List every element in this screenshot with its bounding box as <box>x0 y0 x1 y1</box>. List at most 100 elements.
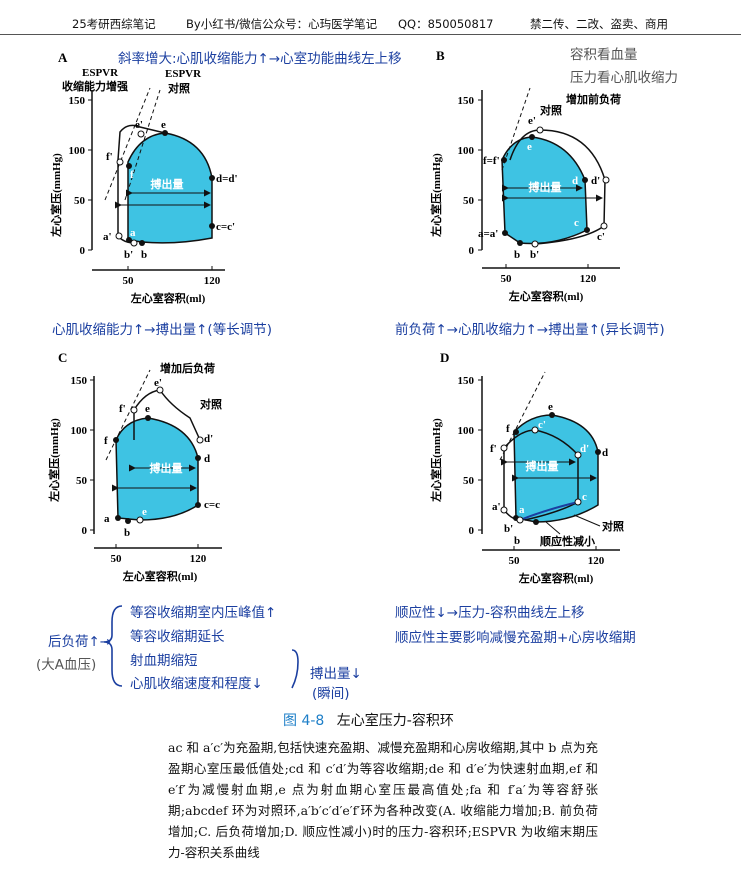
panel-a-ylabel: 左心室压(mmHg) <box>49 153 63 238</box>
panel-c-stroke: 搏出量 <box>150 461 183 475</box>
figure-title: 左心室压力-容积环 <box>336 713 454 729</box>
note-a-summary: 心肌收缩能力↑→搏出量↑(等长调节) <box>52 322 272 338</box>
pt: f' <box>106 151 113 163</box>
note-c-item: 等容收缩期室内压峰值↑ <box>130 605 277 621</box>
ytick: 150 <box>69 95 86 107</box>
panel-c-control: 对照 <box>200 397 222 411</box>
note-b-title-1: 容积看血量 <box>570 47 638 63</box>
panel-d-letter: D <box>440 350 449 365</box>
panel-a-espvr-left-2: 收缩能力增强 <box>62 79 128 93</box>
pt: e' <box>154 377 162 389</box>
panel-d: D 左心室压(mmHg) 150 100 50 0 50 120 左心室容积(m… <box>429 350 624 585</box>
xtick: 120 <box>588 555 605 567</box>
pt: f=f' <box>483 155 500 167</box>
pt: e' <box>528 115 536 127</box>
pt: b' <box>124 249 133 261</box>
header-author: By小红书/微信公众号：心玙医学笔记 <box>186 17 378 31</box>
note-c-item: 射血期缩短 <box>130 653 198 669</box>
pt: f' <box>490 443 497 455</box>
ytick: 100 <box>69 145 86 157</box>
pt: c=c <box>204 499 220 511</box>
xtick: 50 <box>501 273 513 285</box>
note-c-left-1: 后负荷↑→ <box>48 634 112 650</box>
header-book: 25考研西综笔记 <box>72 17 156 31</box>
xtick: 120 <box>580 273 597 285</box>
pt: a=a' <box>478 228 498 240</box>
pt: c <box>582 491 587 503</box>
pt: b <box>514 249 520 261</box>
ytick: 0 <box>82 525 88 537</box>
ytick: 50 <box>74 195 86 207</box>
panel-c: C 增加后负荷 对照 左心室压(mmHg) 150 100 50 0 50 12… <box>47 350 222 583</box>
note-c-item: 等容收缩期延长 <box>130 629 225 645</box>
pt: f <box>104 435 108 447</box>
xtick: 50 <box>111 553 123 565</box>
ytick: 100 <box>71 425 88 437</box>
pt: d <box>572 175 578 187</box>
pt: d' <box>580 443 589 455</box>
panel-b-stroke: 搏出量 <box>529 180 562 194</box>
pt: b <box>514 535 520 547</box>
note-c-left-2: (大A血压) <box>36 657 97 673</box>
note-d-2: 顺应性主要影响减慢充盈期+心房收缩期 <box>395 630 636 646</box>
xtick: 120 <box>204 275 221 287</box>
note-a-title: 斜率增大:心肌收缩能力↑→心室功能曲线左上移 <box>118 51 402 67</box>
pt: e <box>161 119 166 131</box>
panel-b-xlabel: 左心室容积(ml) <box>508 289 584 303</box>
pt: f' <box>119 403 126 415</box>
panel-a-letter: A <box>58 50 68 65</box>
ytick: 50 <box>463 475 475 487</box>
panel-d-ylabel: 左心室压(mmHg) <box>429 418 443 503</box>
xtick: 120 <box>190 553 207 565</box>
pt: b' <box>504 523 513 535</box>
pt: b <box>124 527 130 539</box>
panel-b-letter: B <box>436 48 445 63</box>
panel-b-preload: 增加前负荷 <box>566 92 621 106</box>
pt: e <box>527 141 532 153</box>
panel-c-letter: C <box>58 350 67 365</box>
pt: c=c' <box>216 221 235 233</box>
ytick: 0 <box>469 245 475 257</box>
ytick: 100 <box>458 145 475 157</box>
panel-b-ylabel: 左心室压(mmHg) <box>429 153 443 238</box>
note-brace-right <box>291 649 299 689</box>
page-header: 25考研西综笔记 By小红书/微信公众号：心玙医学笔记 QQ：850050817… <box>0 0 741 35</box>
pt: f <box>506 423 510 435</box>
ytick: 0 <box>80 245 86 257</box>
pt: c' <box>597 231 605 243</box>
figure-caption-title: 图 4-8 左心室压力-容积环 <box>283 710 454 730</box>
pt: e' <box>135 119 143 131</box>
panel-c-afterload: 增加后负荷 <box>160 361 215 375</box>
panel-c-xlabel: 左心室容积(ml) <box>122 569 198 583</box>
figure-number: 图 4-8 <box>283 713 325 729</box>
note-brace <box>103 605 123 687</box>
panel-a-control: 对照 <box>168 81 190 95</box>
pt: a' <box>103 231 112 243</box>
ytick: 50 <box>76 475 88 487</box>
panel-c-ylabel: 左心室压(mmHg) <box>47 418 61 503</box>
ytick: 0 <box>469 525 475 537</box>
pt: a <box>130 227 136 239</box>
panel-b-control: 对照 <box>540 103 562 117</box>
panel-a-stroke: 搏出量 <box>151 177 184 191</box>
xtick: 50 <box>123 275 135 287</box>
note-c-result-1: 搏出量↓ <box>310 666 362 682</box>
figure-caption-body: ac 和 a′c′为充盈期,包括快速充盈期、减慢充盈期和心房收缩期,其中 b 点… <box>168 740 598 860</box>
panel-a-xlabel: 左心室容积(ml) <box>130 291 206 305</box>
pt: e <box>142 506 147 518</box>
ytick: 150 <box>458 95 475 107</box>
panel-d-xlabel: 左心室容积(ml) <box>518 571 594 585</box>
note-c-result-2: (瞬间) <box>312 686 350 702</box>
pt: e <box>145 403 150 415</box>
note-d-1: 顺应性↓→压力-容积曲线左上移 <box>395 605 585 621</box>
panel-d-compliance: 顺应性减小 <box>540 534 595 548</box>
note-c-item: 心肌收缩速度和程度↓ <box>130 676 263 692</box>
panel-a-espvr-left: ESPVR <box>82 67 119 79</box>
ytick: 150 <box>71 375 88 387</box>
note-b-summary: 前负荷↑→心肌收缩力↑→搏出量↑(异长调节) <box>395 322 665 338</box>
pt: a' <box>492 501 501 513</box>
pt: c <box>574 217 579 229</box>
pt: d=d' <box>216 173 238 185</box>
pt: d' <box>204 433 213 445</box>
